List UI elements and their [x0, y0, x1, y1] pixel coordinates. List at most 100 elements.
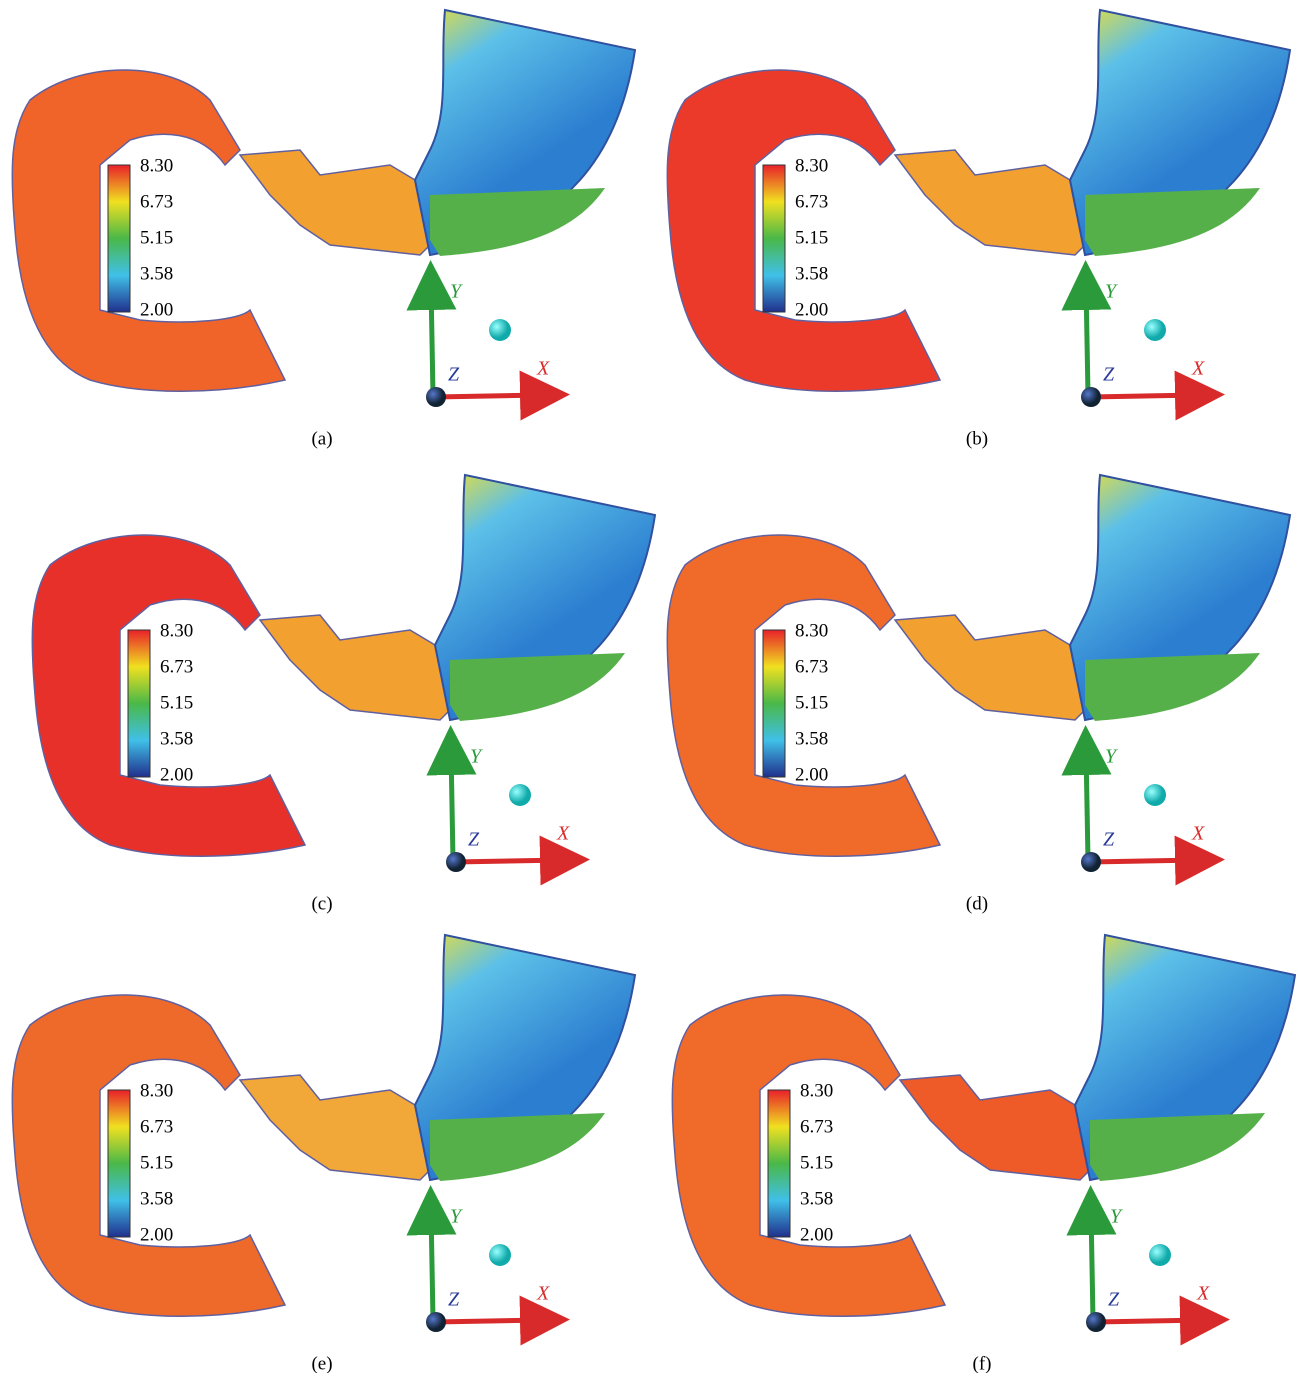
colorbar-label: 5.15: [140, 227, 173, 248]
y-axis-arrow: [1086, 285, 1088, 395]
axis-x-label: X: [1196, 1283, 1210, 1305]
middle-region: [240, 1075, 435, 1180]
colorbar-label: 2.00: [160, 764, 193, 785]
colorbar-label: 6.73: [795, 656, 828, 677]
x-axis-arrow: [455, 860, 565, 862]
middle-region: [895, 615, 1090, 720]
green-region: [430, 188, 605, 256]
y-axis-arrow: [1091, 1210, 1093, 1320]
axis-y-label: Y: [450, 281, 463, 303]
colorbar-label: 3.58: [160, 728, 193, 749]
colorbar-label: 8.30: [800, 1080, 833, 1101]
panel: 8.30 6.73 5.15 3.58 2.00 Y Z X (f): [672, 935, 1295, 1373]
panel: 8.30 6.73 5.15 3.58 2.00 Y Z X (a): [12, 10, 635, 449]
axis-x-label: X: [536, 358, 550, 380]
axis-x-label: X: [1191, 358, 1205, 380]
colorbar-label: 5.15: [800, 1152, 833, 1173]
x-axis-arrow: [435, 1320, 545, 1322]
middle-region: [895, 150, 1090, 255]
colorbar-label: 5.15: [795, 692, 828, 713]
colorbar-label: 8.30: [160, 620, 193, 641]
y-axis-arrow: [431, 285, 433, 395]
green-region: [1090, 1113, 1265, 1181]
sphere: [1144, 319, 1166, 341]
axis-origin: [426, 1312, 446, 1332]
green-region: [1085, 188, 1260, 256]
x-axis-arrow: [1090, 860, 1200, 862]
colorbar-label: 5.15: [140, 1152, 173, 1173]
y-axis-arrow: [431, 1210, 433, 1320]
panel-label: (d): [966, 893, 988, 914]
colorbar-label: 6.73: [795, 191, 828, 212]
colorbar: [128, 630, 150, 777]
axis-y-label: Y: [450, 1206, 463, 1228]
axis-y-label: Y: [1105, 746, 1118, 768]
axis-y-label: Y: [1110, 1206, 1123, 1228]
panel-label: (b): [966, 428, 988, 449]
axis-z-label: Z: [1103, 829, 1115, 851]
sphere: [489, 1244, 511, 1266]
green-region: [1085, 653, 1260, 721]
colorbar: [763, 630, 785, 777]
axis-x-label: X: [556, 823, 570, 845]
colorbar-label: 8.30: [140, 155, 173, 176]
colorbar-label: 3.58: [795, 263, 828, 284]
colorbar-label: 5.15: [795, 227, 828, 248]
axis-z-label: Z: [1108, 1289, 1120, 1311]
axis-z-label: Z: [448, 364, 460, 386]
sphere: [1144, 784, 1166, 806]
colorbar-label: 3.58: [800, 1188, 833, 1209]
axis-y-label: Y: [1105, 281, 1118, 303]
green-region: [450, 653, 625, 721]
axis-y-label: Y: [470, 746, 483, 768]
axis-origin: [446, 852, 466, 872]
panel-label: (e): [311, 1353, 332, 1373]
middle-region: [240, 150, 435, 255]
panel-label: (a): [311, 428, 332, 449]
colorbar-label: 6.73: [140, 1116, 173, 1137]
axis-origin: [1081, 387, 1101, 407]
colorbar-label: 8.30: [140, 1080, 173, 1101]
colorbar-label: 6.73: [160, 656, 193, 677]
axis-x-label: X: [536, 1283, 550, 1305]
colorbar-label: 6.73: [800, 1116, 833, 1137]
panel: 8.30 6.73 5.15 3.58 2.00 Y Z X (e): [12, 935, 635, 1373]
y-axis-arrow: [451, 750, 453, 860]
figure: 8.30 6.73 5.15 3.58 2.00 Y Z X (a) 8.30 6.73 5.15 3.…: [0, 0, 1303, 1373]
axis-x-label: X: [1191, 823, 1205, 845]
colorbar-label: 3.58: [140, 263, 173, 284]
middle-region: [260, 615, 455, 720]
panel-label: (c): [311, 893, 332, 914]
x-axis-arrow: [435, 395, 545, 397]
axis-origin: [426, 387, 446, 407]
colorbar-label: 8.30: [795, 155, 828, 176]
axis-z-label: Z: [468, 829, 480, 851]
colorbar-label: 2.00: [140, 1224, 173, 1245]
sphere: [1149, 1244, 1171, 1266]
colorbar-label: 2.00: [800, 1224, 833, 1245]
colorbar-label: 8.30: [795, 620, 828, 641]
x-axis-arrow: [1090, 395, 1200, 397]
x-axis-arrow: [1095, 1320, 1205, 1322]
colorbar-label: 2.00: [795, 299, 828, 320]
colorbar: [108, 165, 130, 312]
axis-origin: [1081, 852, 1101, 872]
sphere: [489, 319, 511, 341]
colorbar: [768, 1090, 790, 1237]
panel-label: (f): [973, 1353, 992, 1373]
axis-z-label: Z: [448, 1289, 460, 1311]
colorbar: [108, 1090, 130, 1237]
sphere: [509, 784, 531, 806]
colorbar-label: 2.00: [140, 299, 173, 320]
colorbar-label: 6.73: [140, 191, 173, 212]
y-axis-arrow: [1086, 750, 1088, 860]
colorbar-label: 2.00: [795, 764, 828, 785]
axis-origin: [1086, 1312, 1106, 1332]
colorbar: [763, 165, 785, 312]
colorbar-label: 3.58: [140, 1188, 173, 1209]
panel: 8.30 6.73 5.15 3.58 2.00 Y Z X (d): [667, 475, 1290, 914]
middle-region: [900, 1075, 1095, 1180]
colorbar-label: 3.58: [795, 728, 828, 749]
